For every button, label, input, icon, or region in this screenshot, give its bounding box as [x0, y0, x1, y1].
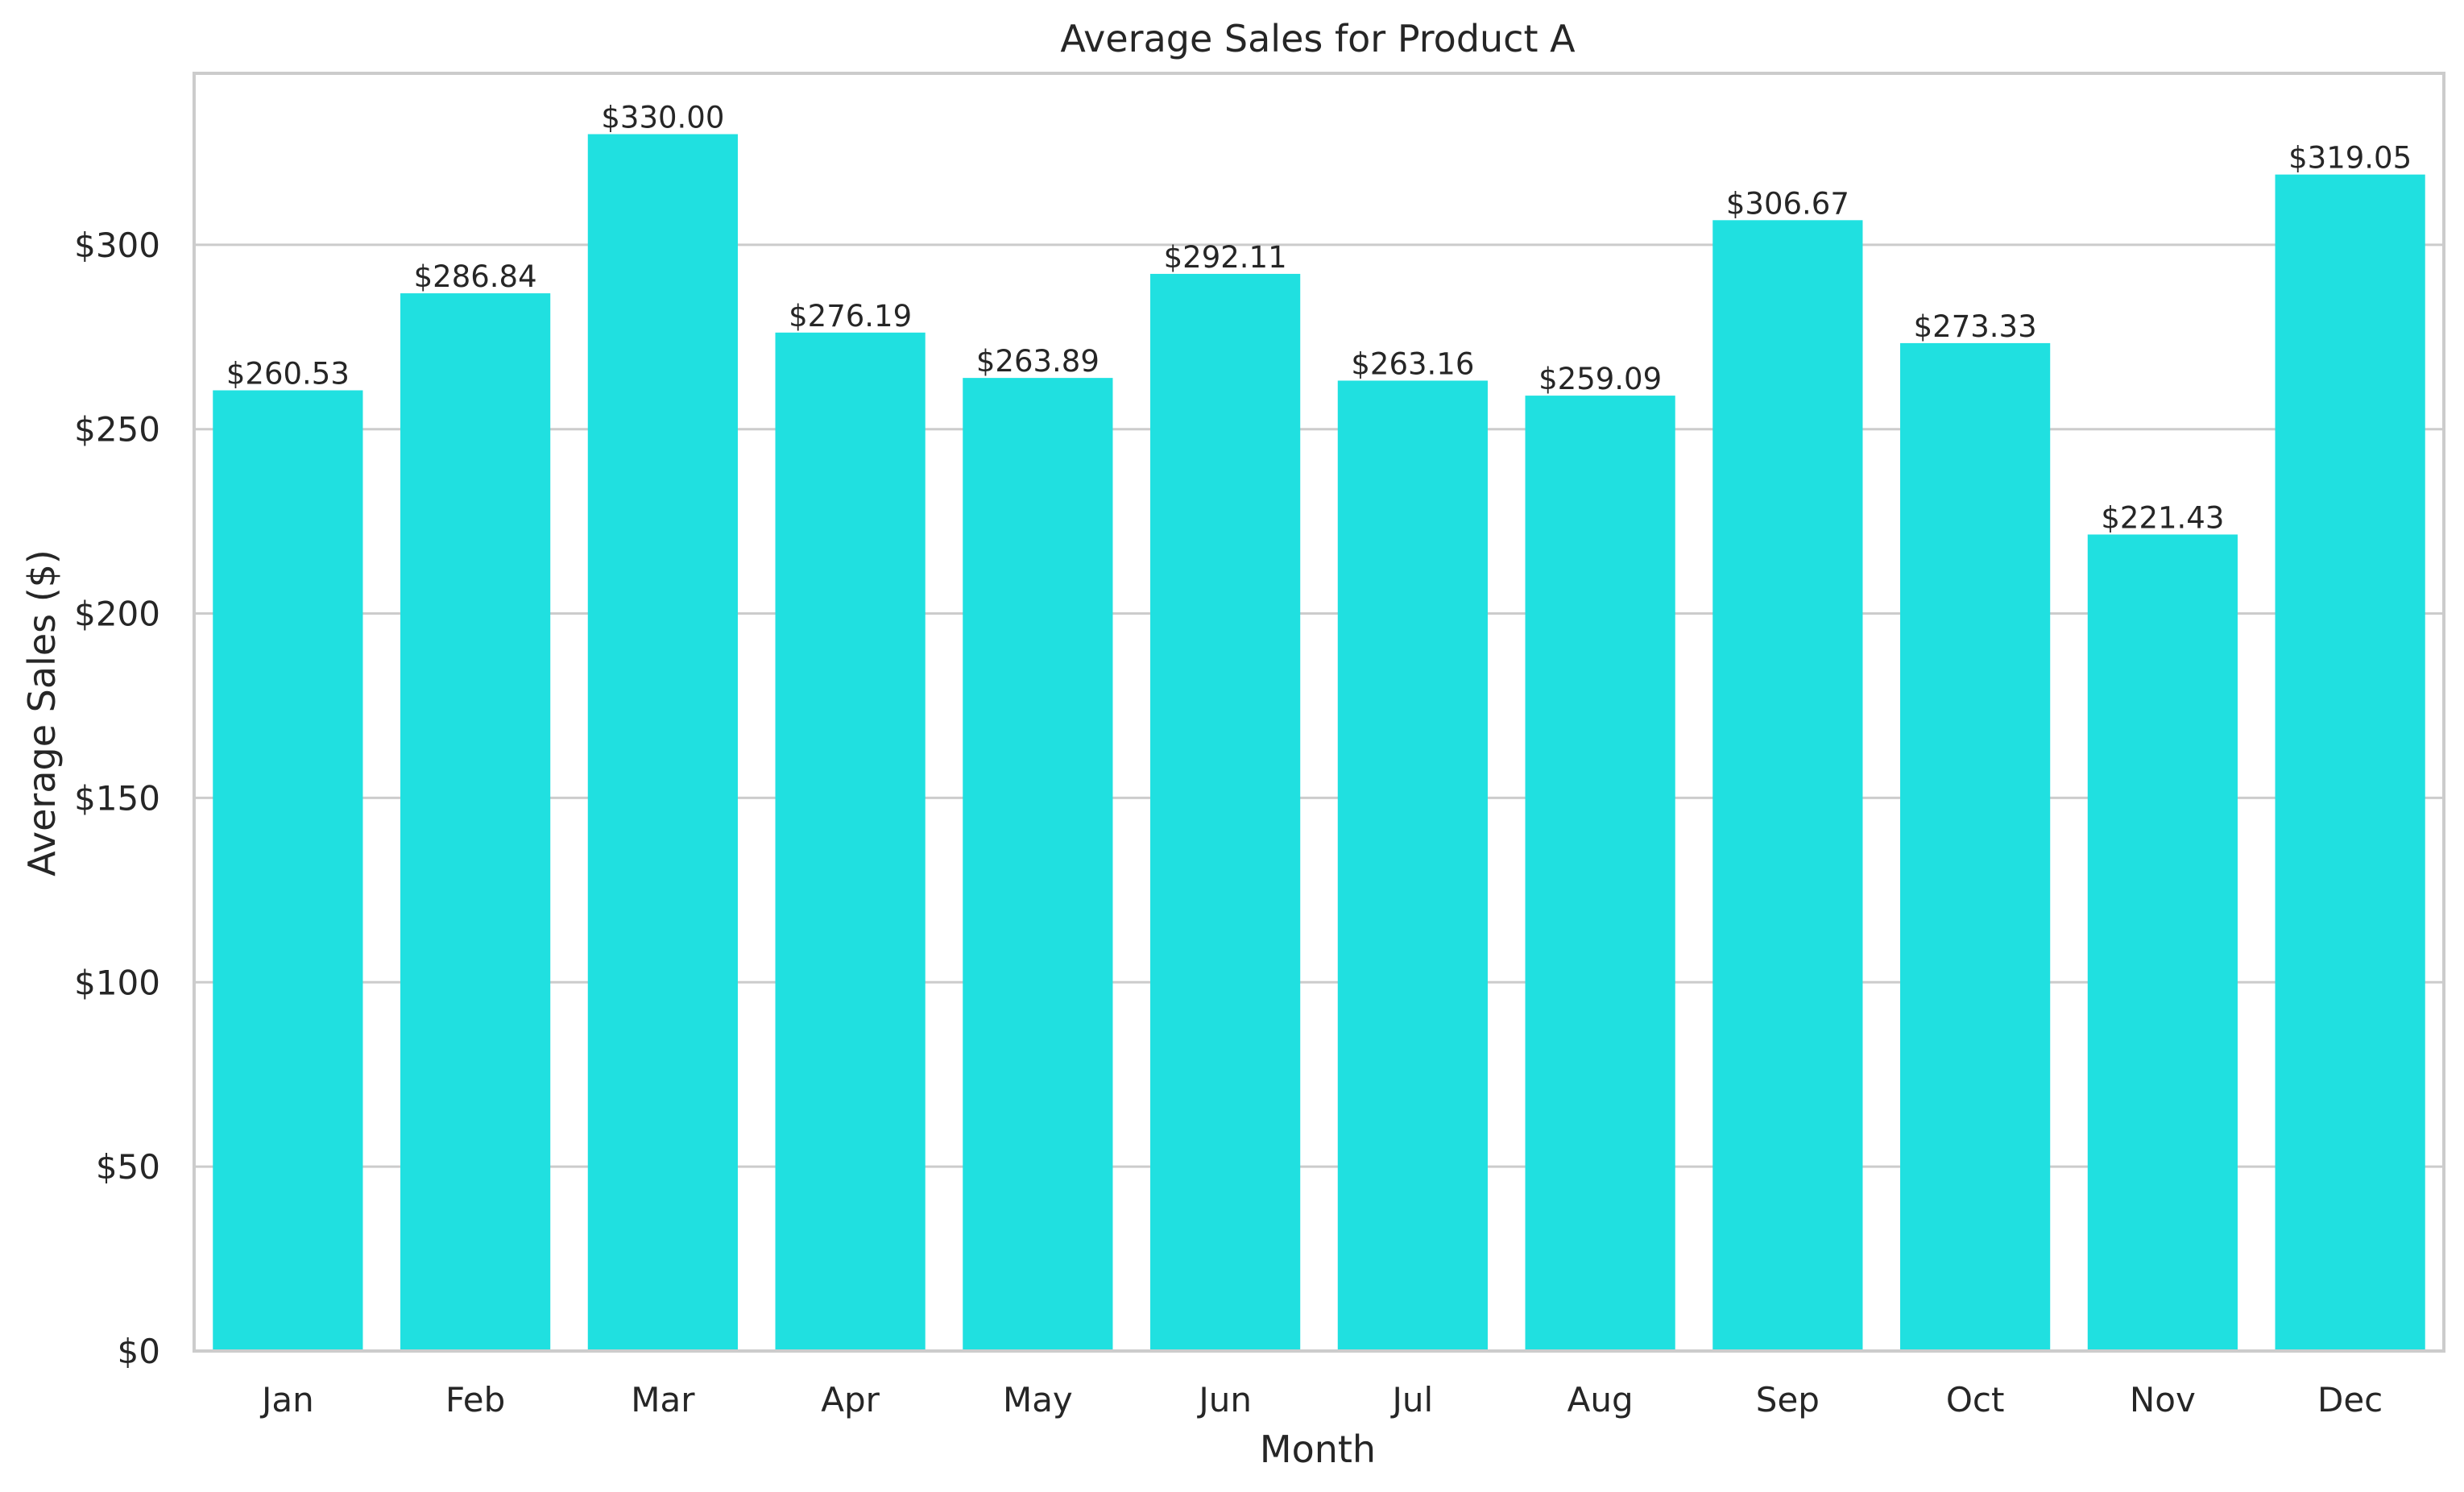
- data-label: $330.00: [601, 101, 724, 135]
- data-labels: $260.53 $286.84 $330.00 $276.19 $263.89 $292.…: [226, 101, 2412, 536]
- x-tick-label: Feb: [445, 1380, 505, 1419]
- data-label: $286.84: [414, 259, 537, 294]
- x-axis-title: Month: [1260, 1428, 1376, 1471]
- chart-title: Average Sales for Product A: [1060, 17, 1576, 60]
- x-tick-label: Jun: [1196, 1380, 1252, 1419]
- y-tick-label: $250: [74, 410, 160, 450]
- data-label: $319.05: [2288, 141, 2412, 176]
- x-axis-ticks: Jan Feb Mar Apr May Jun Jul Aug Sep Oct Nov Dec: [259, 1380, 2383, 1419]
- y-tick-label: $50: [96, 1147, 160, 1187]
- data-label: $259.09: [1538, 362, 1662, 396]
- x-tick-label: Oct: [1946, 1380, 2005, 1419]
- bar-sep: [1712, 220, 1863, 1351]
- y-axis-title: Average Sales ($): [20, 549, 64, 877]
- x-tick-label: Nov: [2130, 1380, 2196, 1419]
- x-tick-label: Dec: [2317, 1380, 2383, 1419]
- bars: [213, 134, 2425, 1352]
- x-tick-label: Aug: [1567, 1380, 1634, 1419]
- plot-frame: [193, 72, 2445, 1353]
- data-label: $292.11: [1164, 240, 1287, 275]
- bar-dec: [2275, 174, 2425, 1351]
- data-label: $221.43: [2101, 500, 2224, 535]
- data-label: $263.16: [1351, 346, 1474, 381]
- bar-oct: [1900, 342, 2051, 1351]
- bar-aug: [1525, 396, 1675, 1351]
- y-tick-label: $200: [74, 595, 160, 634]
- bar-jun: [1150, 273, 1301, 1351]
- bar-mar: [587, 134, 738, 1351]
- data-label: $260.53: [226, 357, 350, 392]
- bar-jul: [1337, 380, 1488, 1352]
- x-tick-label: Mar: [631, 1380, 695, 1419]
- y-tick-label: $0: [118, 1332, 160, 1371]
- y-tick-label: $300: [74, 226, 160, 265]
- y-axis-ticks: $0 $50 $100 $150 $200 $250 $300: [74, 226, 160, 1371]
- data-label: $263.89: [976, 344, 1099, 379]
- x-tick-label: Jan: [259, 1380, 314, 1419]
- bar-may: [963, 378, 1113, 1351]
- y-tick-label: $100: [74, 963, 160, 1002]
- data-label: $276.19: [789, 299, 912, 334]
- x-tick-label: Jul: [1390, 1380, 1434, 1419]
- x-tick-label: Apr: [821, 1380, 880, 1419]
- data-label: $306.67: [1726, 186, 1849, 221]
- bar-feb: [400, 293, 551, 1351]
- x-tick-label: May: [1003, 1380, 1073, 1419]
- bar-apr: [775, 332, 926, 1351]
- data-label: $273.33: [1914, 309, 2037, 344]
- x-tick-label: Sep: [1756, 1380, 1820, 1419]
- y-tick-label: $150: [74, 778, 160, 818]
- bar-nov: [2087, 534, 2238, 1351]
- bar-jan: [213, 390, 363, 1351]
